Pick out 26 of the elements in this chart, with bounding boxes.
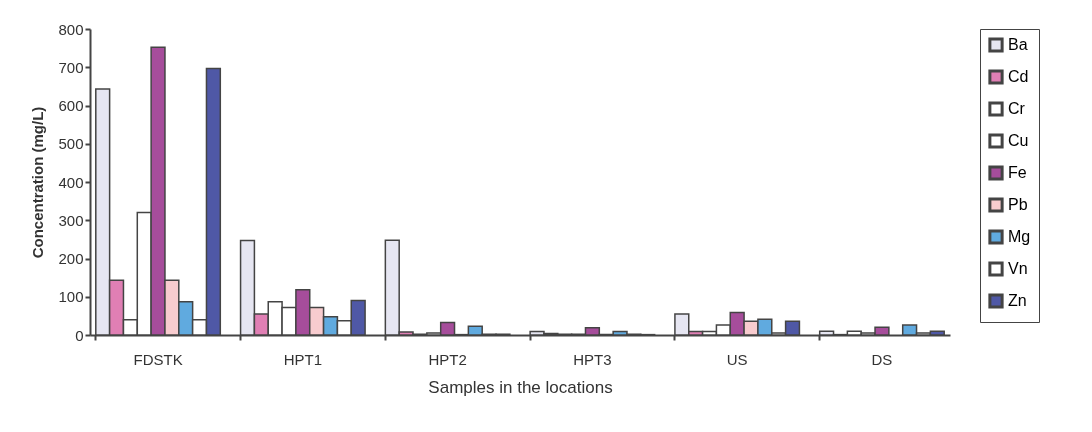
legend-label: Vn [1008,260,1028,277]
y-tick-label: 700 [58,58,84,76]
y-axis-title: Concentration (mg/L) [29,106,47,259]
y-tick-label: 800 [58,20,84,38]
x-tick-label: DS [871,350,893,368]
y-tick-label: 200 [58,250,84,267]
legend-label: Mg [1008,228,1031,245]
x-tick-label: HPT3 [573,350,612,368]
legend-label: Zn [1008,292,1027,309]
y-tick-label: 500 [58,135,84,153]
legend-label: Cu [1008,132,1029,149]
x-tick-label: HPT1 [283,350,322,368]
legend-label: Cd [1008,68,1029,85]
x-tick-label: US [726,350,748,368]
legend-label: Pb [1008,196,1028,213]
x-axis-title: Samples in the locations [428,377,613,397]
y-tick-label: 0 [75,326,84,344]
x-tick-label: FDSTK [133,350,183,368]
legend-label: Cr [1008,100,1026,117]
legend-label: Fe [1008,164,1027,181]
y-tick-label: 400 [58,173,84,191]
y-tick-label: 300 [58,211,84,229]
y-tick-label: 600 [58,97,84,114]
y-tick-label: 100 [58,288,84,306]
x-tick-label: HPT2 [428,350,467,368]
legend-label: Ba [1008,36,1028,53]
